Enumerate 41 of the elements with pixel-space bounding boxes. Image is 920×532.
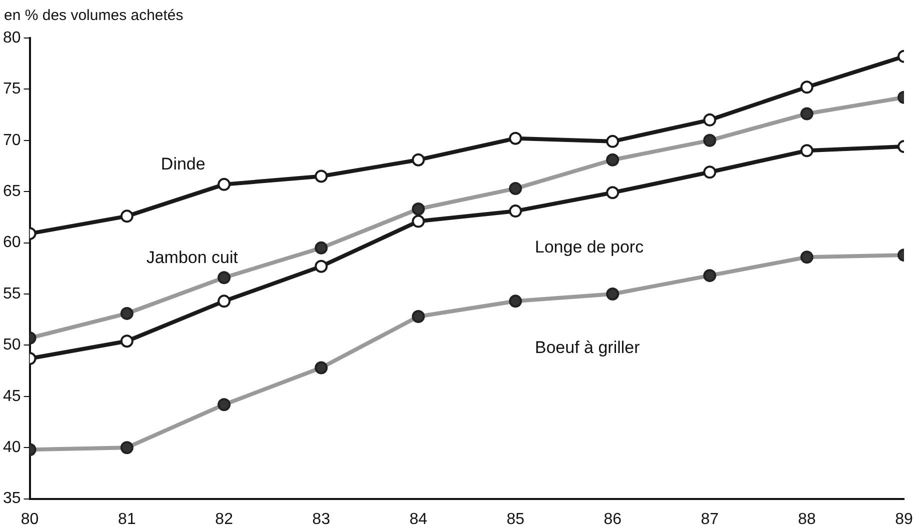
x-tick-label: 86 xyxy=(604,510,622,528)
point xyxy=(314,260,328,273)
point xyxy=(606,134,620,148)
x-tick-label: 80 xyxy=(20,510,39,528)
y-tick-label: 60 xyxy=(3,234,21,252)
series-label: Jambon cuit xyxy=(146,248,238,267)
text: Boeuf à griller xyxy=(534,338,640,357)
series-label: Longe de porc xyxy=(534,238,644,257)
point xyxy=(800,80,814,94)
y-tick-label: 80 xyxy=(3,29,21,46)
x-tick-label: 81 xyxy=(118,510,136,528)
y-tick-label: 75 xyxy=(3,80,21,98)
x-tick-label: 88 xyxy=(798,510,816,528)
x-tick-label: 85 xyxy=(506,510,524,528)
point xyxy=(120,210,134,223)
point xyxy=(703,113,716,126)
point xyxy=(508,132,522,145)
point xyxy=(218,178,231,191)
point xyxy=(606,186,620,200)
y-tick-label: 70 xyxy=(3,132,21,149)
point xyxy=(412,153,425,166)
y-tick-label: 50 xyxy=(3,336,21,354)
series-label: Dinde xyxy=(160,154,206,174)
x-tick-label: 83 xyxy=(312,510,330,528)
x-tick-label: 84 xyxy=(409,510,428,528)
point xyxy=(412,214,425,228)
y-tick-label: 40 xyxy=(3,439,21,456)
x-tick-label: 89 xyxy=(895,510,913,528)
y-axis-title: en % des volumes achetés xyxy=(4,7,184,24)
point xyxy=(120,334,134,348)
y-tick-label: 65 xyxy=(3,183,21,200)
y-tick-label: 45 xyxy=(3,388,21,405)
point xyxy=(218,294,231,308)
y-tick-label: 35 xyxy=(3,490,21,508)
point xyxy=(508,204,522,218)
point xyxy=(703,166,716,179)
x-tick-label: 87 xyxy=(700,510,719,528)
point xyxy=(314,170,328,183)
x-tick-label: 82 xyxy=(215,510,234,528)
point xyxy=(800,144,814,158)
y-tick-label: 55 xyxy=(3,285,21,302)
